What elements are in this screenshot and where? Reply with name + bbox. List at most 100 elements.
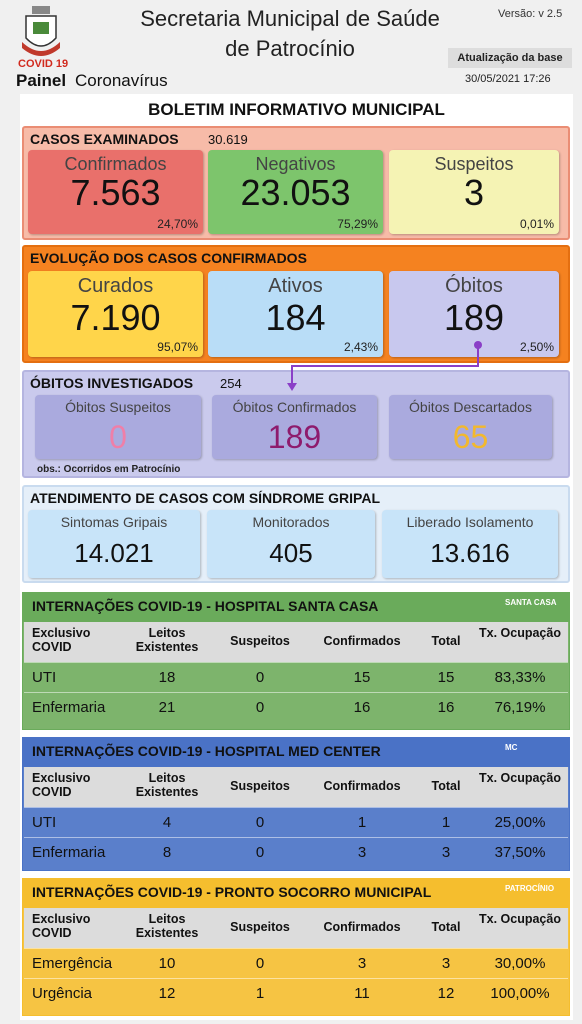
card-label: Confirmados — [64, 154, 167, 174]
table-cell: 11 — [354, 985, 370, 1002]
card-value: 23.053 — [240, 172, 351, 213]
card-label: Suspeitos — [434, 154, 514, 174]
table-header-cell: Suspeitos — [230, 920, 290, 934]
card-pct: 2,43% — [343, 340, 378, 354]
table-header-cell: Confirmados — [323, 634, 401, 648]
table-cell: 76,19% — [494, 699, 546, 716]
card: Ativos 184 2,43% — [208, 271, 383, 357]
table-header-cell: Exclusivo COVID — [32, 912, 91, 940]
table-header-row — [24, 908, 568, 948]
card-label: Óbitos Suspeitos — [65, 399, 171, 415]
table-cell: 8 — [162, 844, 172, 861]
card-value: 189 — [267, 419, 322, 455]
table-header-row — [24, 622, 568, 662]
section-title: EVOLUÇÃO DOS CASOS CONFIRMADOS — [30, 250, 307, 266]
table-cell: 25,00% — [494, 814, 546, 831]
card-value: 3 — [463, 172, 485, 213]
table-header-cell: Tx. Ocupação — [479, 771, 561, 785]
table-title: INTERNAÇÕES COVID-19 - HOSPITAL SANTA CA… — [22, 592, 570, 622]
card: Óbitos 189 2,50% — [389, 271, 559, 357]
table-header-cell: Tx. Ocupação — [479, 912, 561, 926]
table-header-cell: Tx. Ocupação — [479, 626, 561, 640]
update-label: Atualização da base — [448, 48, 572, 68]
table-cell: 3 — [441, 844, 451, 861]
card-label: Ativos — [268, 275, 323, 297]
table-cell: 0 — [255, 844, 265, 861]
table-row — [24, 662, 568, 692]
table-cell: UTI — [32, 814, 57, 831]
section-title: ATENDIMENTO DE CASOS COM SÍNDROME GRIPAL — [30, 490, 381, 506]
version: Versão: v 2.5 — [498, 8, 563, 20]
table-header-cell: Suspeitos — [230, 779, 290, 793]
table-header-cell: Suspeitos — [230, 634, 290, 648]
card-label: Monitorados — [252, 514, 330, 530]
table-cell: 1 — [357, 814, 367, 831]
panel-bold: Painel — [16, 71, 67, 90]
table-cell: 1 — [255, 985, 265, 1002]
table-cell: 16 — [353, 699, 371, 716]
card-value: 0 — [109, 419, 127, 455]
section-total: 30.619 — [208, 132, 248, 147]
card: Óbitos Descartados 65 — [389, 395, 552, 459]
table-header-cell: Total — [431, 920, 461, 934]
table-cell: 83,33% — [494, 669, 546, 686]
table-cell: 0 — [255, 669, 265, 686]
table-cell: 12 — [437, 985, 455, 1002]
hospital-logo: SANTA CASA — [505, 598, 557, 607]
table-cell: Urgência — [32, 985, 93, 1002]
card: Suspeitos 3 0,01% — [389, 150, 559, 234]
card-label: Sintomas Gripais — [60, 514, 168, 530]
table-cell: 15 — [437, 669, 455, 686]
table-cell: 3 — [357, 955, 367, 972]
table-header-cell: Confirmados — [323, 779, 401, 793]
section-title: CASOS EXAMINADOS — [30, 131, 179, 147]
table-title: INTERNAÇÕES COVID-19 - HOSPITAL MED CENT… — [22, 737, 570, 767]
table-cell: 16 — [437, 699, 455, 716]
card-pct: 0,01% — [519, 217, 554, 231]
card-value: 13.616 — [430, 538, 510, 568]
card-pct: 75,29% — [337, 217, 378, 231]
section-title: ÓBITOS INVESTIGADOS — [30, 375, 194, 391]
bulletin-title: BOLETIM INFORMATIVO MUNICIPAL — [148, 100, 445, 119]
table-cell: 12 — [158, 985, 176, 1002]
table-title: INTERNAÇÕES COVID-19 - PRONTO SOCORRO MU… — [22, 878, 570, 908]
card-value: 184 — [265, 297, 326, 338]
table-header-cell: Leitos Existentes — [135, 912, 199, 940]
table-cell: 18 — [158, 669, 176, 686]
table-cell: 10 — [158, 955, 176, 972]
table-cell: 30,00% — [494, 955, 546, 972]
card-label: Curados — [77, 275, 154, 297]
note: obs.: Ocorridos em Patrocínio — [37, 464, 181, 475]
table-header-cell: Leitos Existentes — [135, 626, 199, 654]
card: Óbitos Confirmados 189 — [212, 395, 377, 459]
hospital-logo: PATROCÍNIO — [505, 884, 555, 893]
card-value: 65 — [452, 419, 489, 455]
card-label: Liberado Isolamento — [406, 514, 534, 530]
table-row — [24, 692, 568, 722]
card-value: 189 — [443, 297, 505, 338]
card: Óbitos Suspeitos 0 — [35, 395, 201, 459]
card: Monitorados 405 — [207, 510, 375, 578]
card-label: Óbitos Descartados — [409, 399, 532, 415]
card-value: 14.021 — [74, 538, 154, 568]
table-header-cell: Exclusivo COVID — [32, 771, 91, 799]
table-cell: UTI — [32, 669, 57, 686]
table-cell: Enfermaria — [32, 699, 106, 716]
update-date: 30/05/2021 17:26 — [465, 73, 551, 85]
table-cell: 21 — [158, 699, 176, 716]
card-label: Óbitos — [445, 275, 503, 297]
card-label: Negativos — [255, 154, 336, 174]
table-cell: 3 — [441, 955, 451, 972]
hospital-logo: MC — [505, 743, 518, 752]
section-total: 254 — [220, 376, 242, 391]
table-row — [24, 948, 568, 978]
panel: Coronavírus — [75, 71, 168, 90]
table-header-cell: Total — [431, 634, 461, 648]
card-value: 405 — [269, 538, 313, 568]
table-cell: Emergência — [32, 955, 113, 972]
card-value: 7.190 — [70, 297, 161, 338]
table-cell: 4 — [162, 814, 172, 831]
table-header-row — [24, 767, 568, 807]
table-header-cell: Exclusivo COVID — [32, 626, 91, 654]
table-cell: 15 — [353, 669, 371, 686]
